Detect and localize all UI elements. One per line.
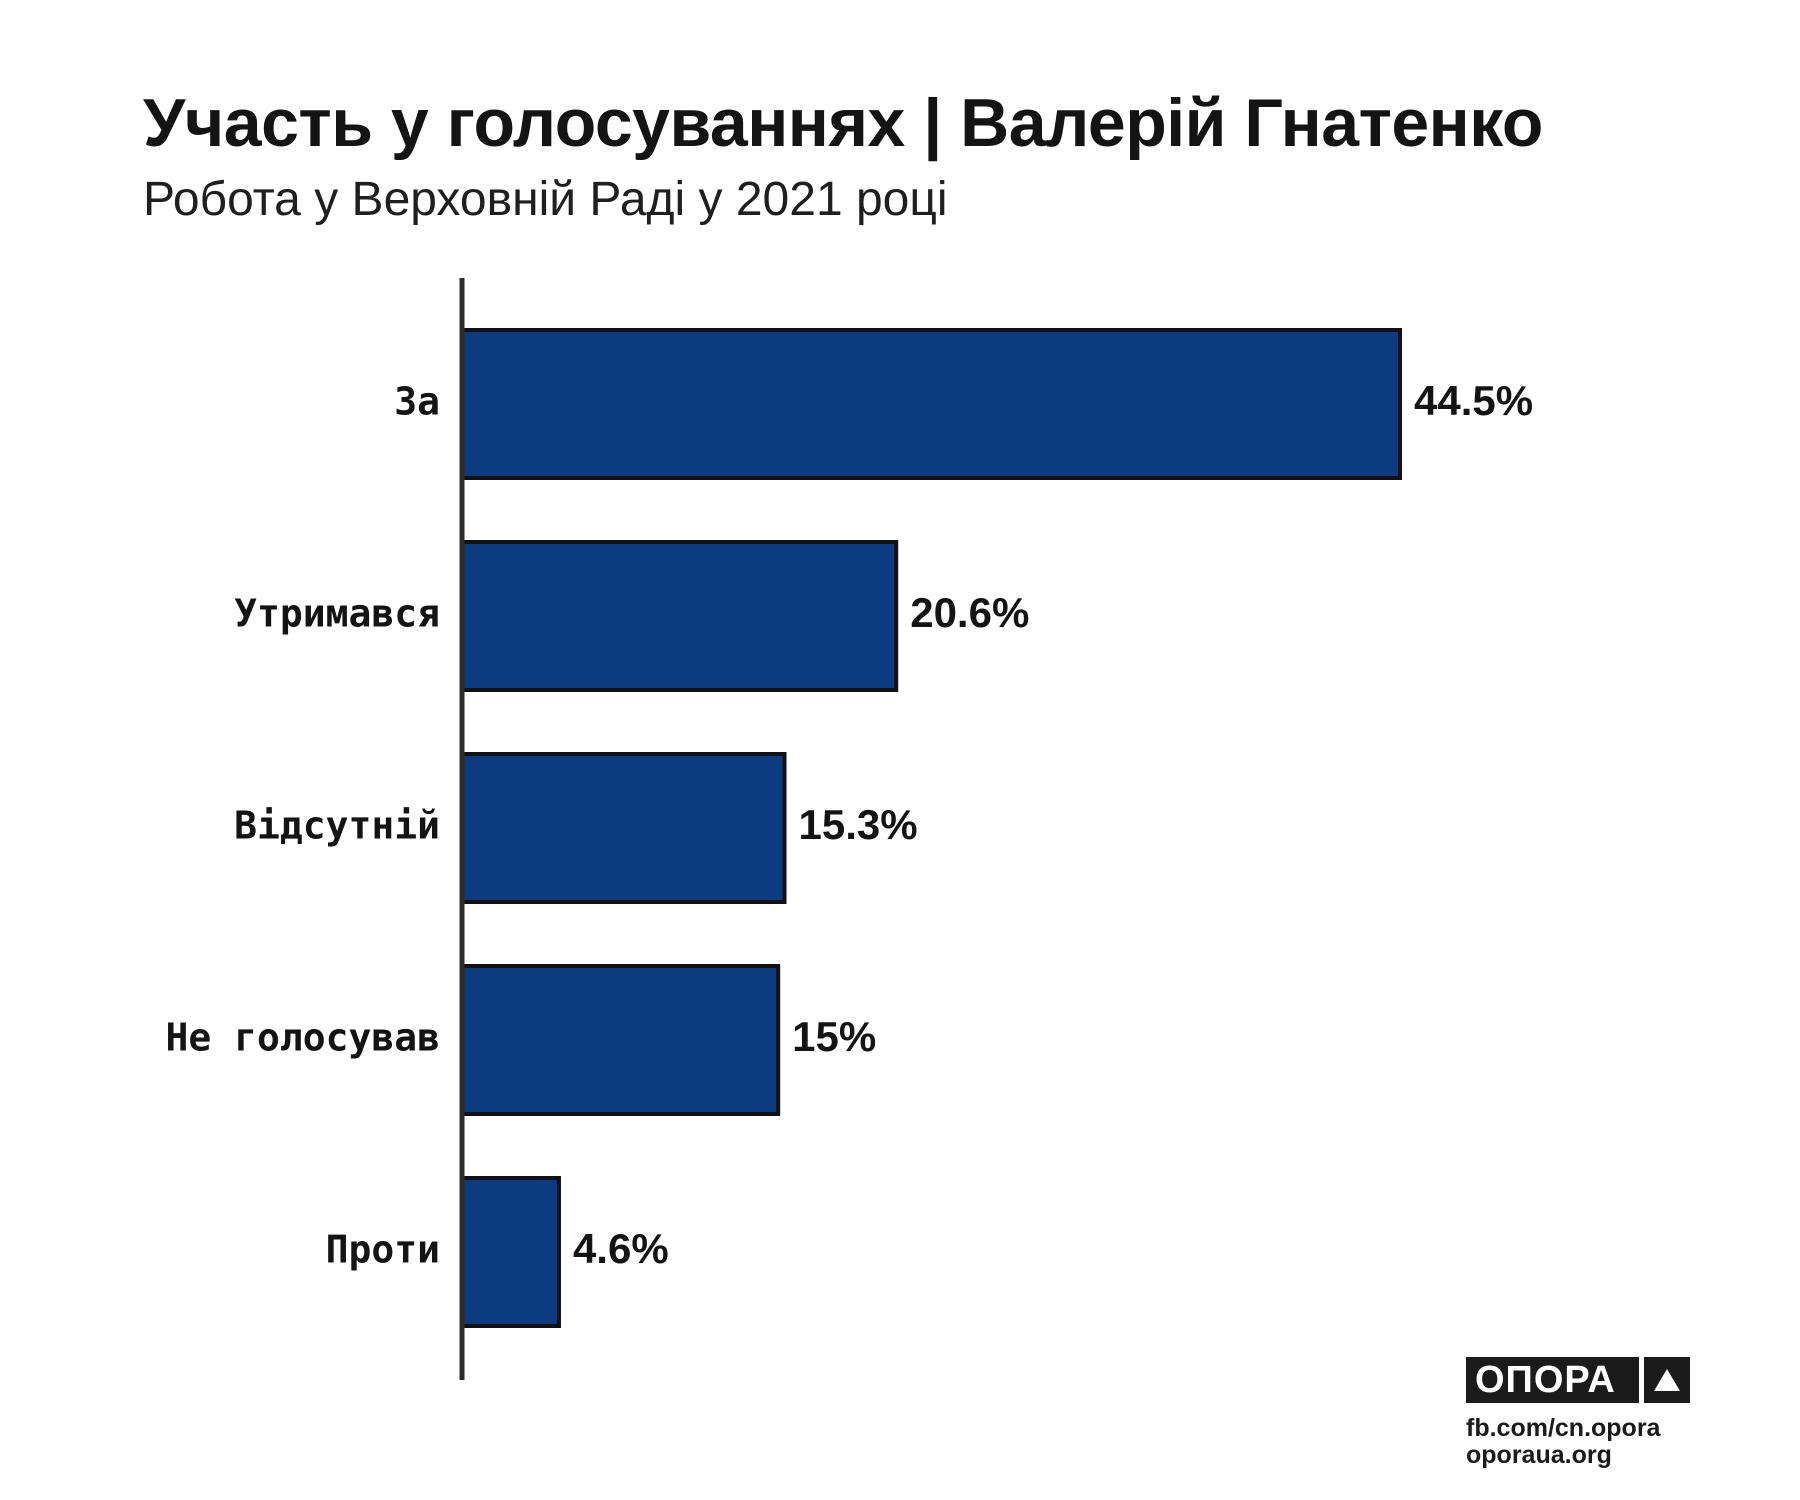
category-label-4: Проти (326, 1228, 440, 1272)
bar-2 (460, 752, 787, 904)
value-label-3: 15% (792, 1013, 876, 1060)
category-label-2: Відсутній (234, 804, 440, 848)
category-label-3: Не голосував (165, 1016, 440, 1060)
opora-logo: ОПОРА fb.com/cn.opora oporaua.org (1466, 1357, 1690, 1469)
value-label-4: 4.6% (573, 1225, 669, 1272)
category-label-1: Утримався (234, 592, 440, 636)
chart-subtitle: Робота у Верховній Раді у 2021 році (143, 173, 948, 226)
bar-3 (460, 964, 781, 1116)
value-label-0: 44.5% (1414, 377, 1533, 424)
logo-facebook-link[interactable]: fb.com/cn.opora (1466, 1414, 1661, 1442)
bar-4 (460, 1176, 561, 1328)
logo-box: ОПОРА (1466, 1357, 1690, 1403)
value-label-1: 20.6% (910, 589, 1029, 636)
triangle-up-icon (1644, 1357, 1690, 1403)
logo-name: ОПОРА (1475, 1359, 1616, 1401)
bars-layer: За 44.5% Утримався 20.6% Відсутній 15.3% Не го… (165, 328, 1533, 1328)
chart-title: Участь у голосуваннях | Валерій Гнатенко (143, 85, 1543, 161)
bar-0 (460, 328, 1402, 480)
logo-separator (1639, 1357, 1644, 1403)
logo-website-link[interactable]: oporaua.org (1466, 1441, 1612, 1469)
bar-1 (460, 540, 899, 692)
category-label-0: За (394, 380, 440, 424)
value-label-2: 15.3% (799, 801, 918, 848)
